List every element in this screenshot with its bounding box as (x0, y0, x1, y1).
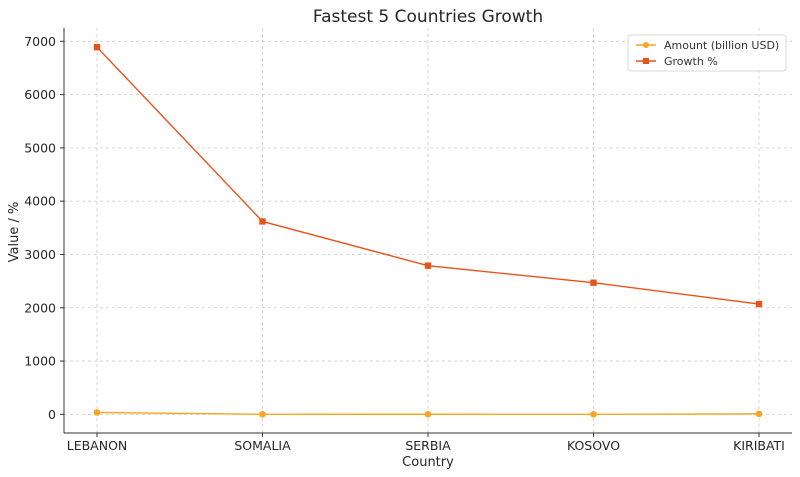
series-group (93, 409, 763, 418)
data-point (424, 410, 432, 418)
x-axis-ticks: LEBANON SOMALIA SERBIA KOSOVO KIRIBATI (67, 433, 785, 453)
x-tick-label: KOSOVO (567, 438, 620, 453)
x-tick-label: SOMALIA (234, 438, 291, 453)
series-group (93, 43, 763, 308)
series-lines (93, 43, 763, 418)
data-point (93, 409, 101, 416)
y-tick-label: 5000 (24, 140, 56, 155)
legend-marker (643, 58, 649, 64)
legend-label: Growth % (664, 55, 718, 68)
data-point (93, 43, 101, 51)
y-tick-label: 2000 (24, 300, 56, 315)
y-axis-ticks: 0 1000 2000 3000 4000 5000 6000 7000 (24, 34, 64, 422)
legend: Amount (billion USD) Growth % (627, 34, 787, 72)
y-tick-label: 0 (48, 407, 56, 422)
data-point (755, 300, 763, 308)
data-point (259, 218, 266, 225)
y-tick-label: 6000 (24, 87, 56, 102)
x-tick-label: SERBIA (405, 438, 451, 453)
data-point (590, 279, 597, 286)
y-tick-label: 4000 (24, 194, 56, 209)
data-point (424, 262, 432, 269)
chart-title: Fastest 5 Countries Growth (313, 7, 543, 27)
grid-lines (64, 28, 792, 433)
x-tick-label: KIRIBATI (733, 438, 785, 453)
legend-marker (643, 42, 649, 48)
legend-box (627, 34, 787, 72)
x-tick-label: LEBANON (67, 438, 128, 453)
y-axis-label: Value / % (7, 202, 22, 263)
data-point (590, 410, 597, 418)
data-point (755, 410, 763, 418)
x-axis-label: Country (402, 455, 454, 470)
y-tick-label: 1000 (24, 354, 56, 369)
y-tick-label: 3000 (24, 247, 56, 262)
data-point (259, 410, 266, 418)
legend-label: Amount (billion USD) (664, 39, 779, 52)
y-tick-label: 7000 (24, 34, 56, 49)
